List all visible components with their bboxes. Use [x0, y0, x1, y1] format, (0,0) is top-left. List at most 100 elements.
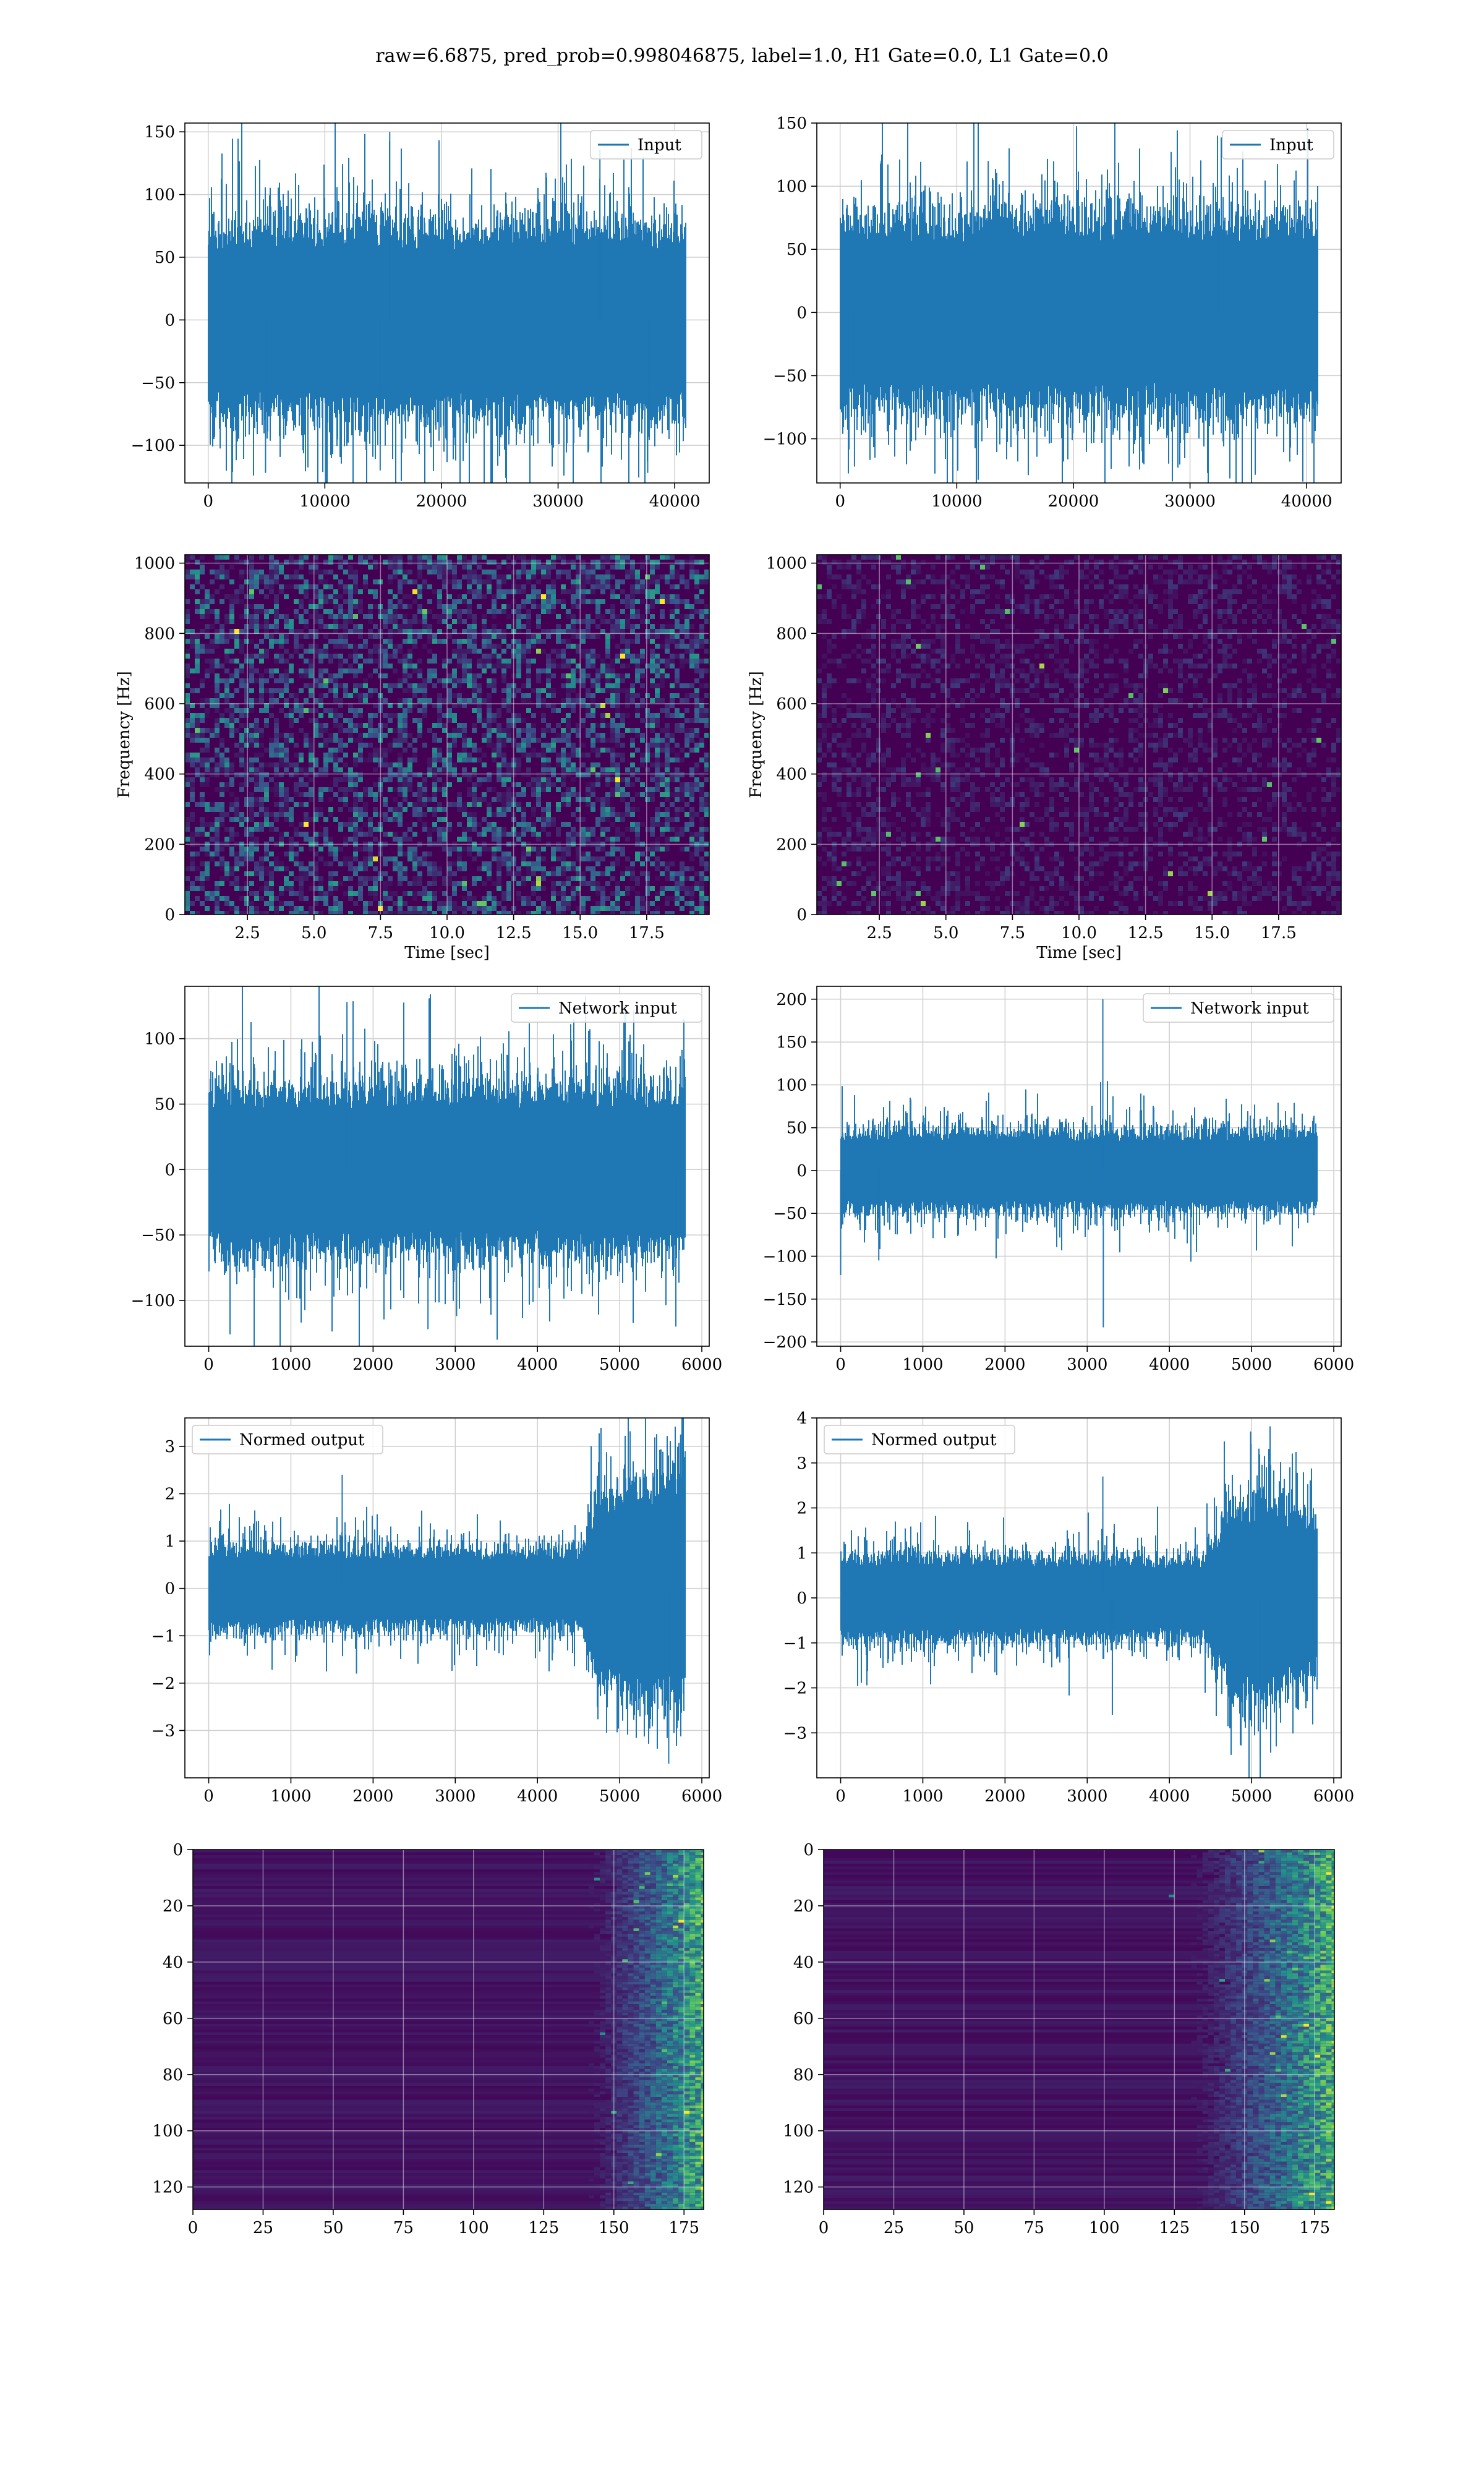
heatmap-cell — [358, 668, 363, 673]
heatmap-cell — [462, 574, 467, 579]
y-tick-label: 800 — [144, 625, 175, 643]
heatmap-cell — [1222, 579, 1227, 584]
heatmap-cell — [407, 634, 412, 639]
heatmap-cell — [635, 668, 640, 673]
heatmap-cell — [506, 555, 511, 560]
heatmap-cell — [348, 570, 353, 574]
heatmap-cell — [665, 827, 670, 832]
heatmap-cell — [442, 659, 447, 664]
heatmap-cell — [309, 787, 313, 792]
heatmap-cell — [229, 852, 234, 856]
heatmap-cell — [650, 792, 655, 797]
heatmap-cell — [605, 579, 610, 584]
heatmap-cell — [689, 609, 694, 614]
heatmap-cell — [442, 713, 447, 718]
heatmap-cell — [551, 688, 556, 693]
heatmap-cell — [620, 817, 625, 822]
heatmap-cell — [526, 698, 531, 703]
heatmap-cell — [1133, 609, 1138, 614]
heatmap-cell — [521, 718, 526, 723]
heatmap-cell — [615, 901, 620, 906]
heatmap-cell — [323, 837, 328, 842]
heatmap-cell — [333, 678, 338, 683]
heatmap-cell — [551, 584, 556, 589]
heatmap-cell — [911, 599, 916, 604]
heatmap-cell — [333, 624, 338, 629]
heatmap-cell — [551, 822, 556, 827]
heatmap-cell — [487, 871, 492, 876]
heatmap-cell — [675, 683, 680, 688]
heatmap-cell — [615, 881, 620, 886]
heatmap-cell — [1267, 609, 1272, 614]
heatmap-cell — [412, 718, 417, 723]
heatmap-cell — [294, 753, 299, 758]
heatmap-cell — [516, 639, 521, 644]
heatmap-cell — [680, 698, 684, 703]
heatmap-cell — [704, 802, 709, 807]
heatmap-cell — [837, 594, 842, 599]
heatmap-cell — [526, 570, 531, 574]
heatmap-cell — [220, 565, 224, 570]
heatmap-cell — [911, 579, 916, 584]
heatmap-cell — [417, 787, 422, 792]
heatmap-cell — [640, 649, 645, 654]
heatmap-cell — [185, 560, 190, 565]
heatmap-cell — [304, 668, 309, 673]
heatmap-cell — [665, 901, 670, 906]
heatmap-cell — [472, 624, 477, 629]
heatmap-cell — [497, 792, 501, 797]
heatmap-cell — [689, 812, 694, 817]
heatmap-cell — [591, 743, 595, 748]
heatmap-cell — [210, 837, 215, 842]
heatmap-cell — [660, 762, 665, 767]
heatmap-cell — [571, 599, 576, 604]
heatmap-cell — [684, 614, 689, 619]
heatmap-cell — [190, 837, 195, 842]
heatmap-cell — [224, 649, 229, 654]
heatmap-cell — [1124, 589, 1128, 594]
heatmap-cell — [487, 723, 492, 728]
heatmap-cell — [279, 565, 284, 570]
heatmap-cell — [699, 634, 704, 639]
heatmap-cell — [304, 673, 309, 678]
heatmap-cell — [383, 772, 388, 777]
heatmap-cell — [546, 678, 551, 683]
heatmap-cell — [551, 847, 556, 852]
heatmap-cell — [195, 723, 200, 728]
heatmap-cell — [388, 555, 393, 560]
heatmap-cell — [675, 634, 680, 639]
heatmap-cell — [605, 802, 610, 807]
heatmap-cell — [497, 871, 501, 876]
heatmap-cell — [566, 906, 571, 911]
heatmap-cell — [670, 738, 675, 743]
heatmap-cell — [591, 693, 595, 698]
heatmap-cell — [516, 733, 521, 738]
heatmap-cell — [318, 668, 323, 673]
heatmap-cell — [472, 619, 477, 624]
heatmap-cell — [442, 609, 447, 614]
heatmap-cell — [368, 832, 373, 837]
heatmap-cell — [635, 901, 640, 906]
heatmap-cell — [318, 733, 323, 738]
heatmap-cell — [689, 614, 694, 619]
heatmap-cell — [353, 728, 358, 733]
heatmap-cell — [343, 659, 348, 664]
heatmap-cell — [665, 758, 670, 762]
heatmap-cell — [348, 604, 353, 609]
heatmap-cell — [333, 604, 338, 609]
heatmap-cell — [383, 906, 388, 911]
heatmap-cell — [541, 866, 546, 871]
y-tick-label: 0 — [164, 311, 175, 330]
heatmap-cell — [704, 668, 709, 673]
heatmap-cell — [487, 891, 492, 896]
heatmap-cell — [412, 614, 417, 619]
heatmap-cell — [309, 777, 313, 782]
heatmap-cell — [477, 802, 482, 807]
heatmap-cell — [259, 767, 264, 772]
heatmap-cell — [665, 797, 670, 802]
heatmap-cell — [630, 738, 635, 743]
heatmap-cell — [383, 896, 388, 901]
heatmap-cell — [640, 762, 645, 767]
heatmap-cell — [699, 807, 704, 812]
heatmap-cell — [665, 733, 670, 738]
